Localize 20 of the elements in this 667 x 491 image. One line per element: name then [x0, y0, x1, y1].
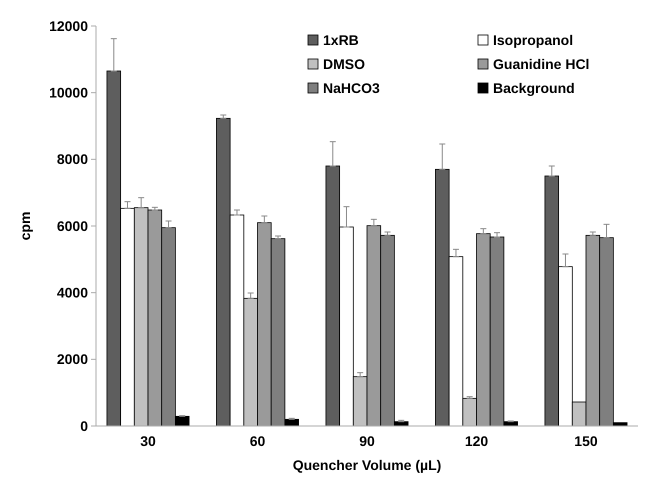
legend-label: Background	[493, 80, 575, 96]
legend-label: NaHCO3	[323, 80, 380, 96]
y-axis-title: cpm	[17, 212, 33, 240]
legend-label: DMSO	[323, 56, 366, 72]
x-tick-label: 30	[140, 433, 156, 449]
y-tick-label: 2000	[56, 351, 88, 368]
y-tick-label: 8000	[56, 151, 88, 168]
legend-label: 1xRB	[323, 32, 359, 48]
y-tick-label: 0	[80, 418, 88, 434]
x-axis-title: Quencher Volume (µL)	[292, 457, 442, 473]
y-tick-label: 6000	[56, 218, 88, 234]
y-tick-label: 10000	[49, 84, 88, 101]
x-tick-label: 60	[250, 433, 266, 449]
legend-label: Isopropanol	[493, 32, 574, 48]
x-tick-label: 150	[574, 433, 598, 449]
y-tick-label: 12000	[49, 18, 88, 34]
legend-label: Guanidine HCl	[493, 56, 590, 72]
x-tick-label: 90	[359, 433, 375, 449]
y-tick-label: 4000	[56, 284, 88, 301]
x-tick-label: 120	[464, 433, 488, 449]
